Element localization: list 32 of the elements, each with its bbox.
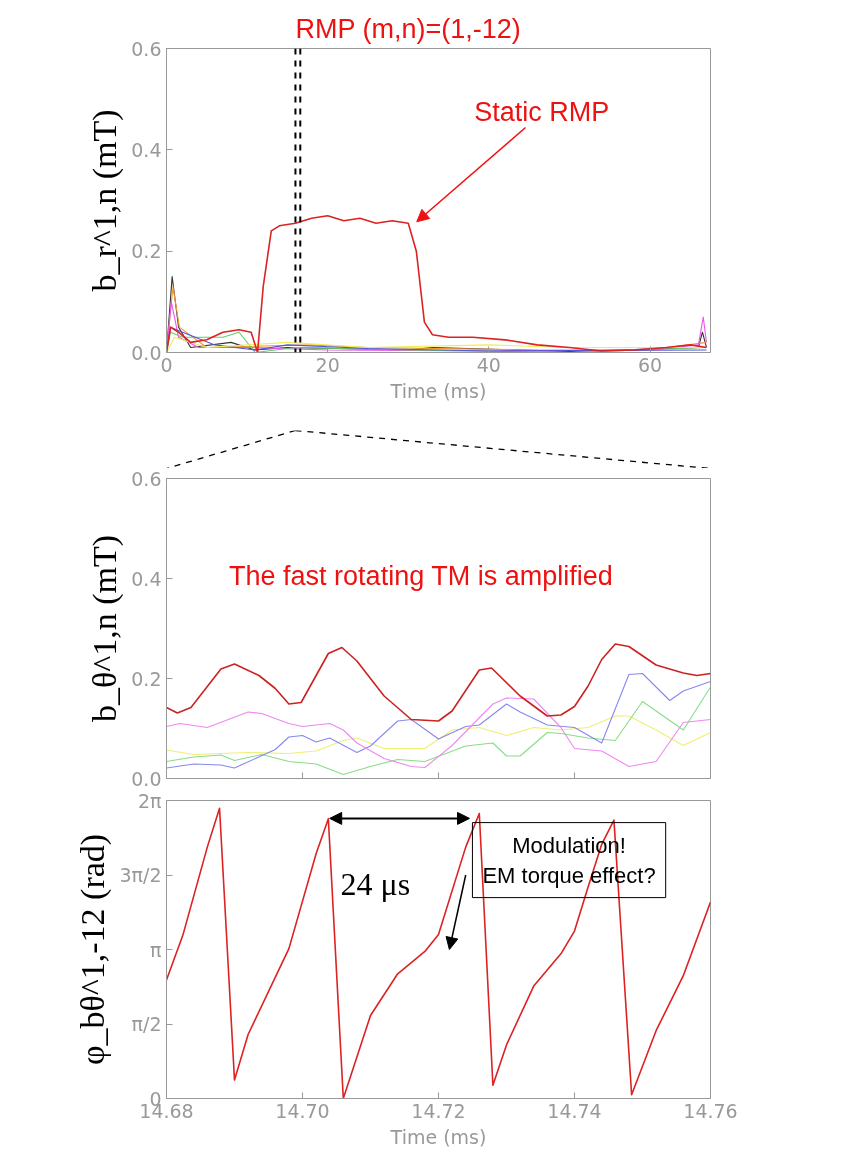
y-tick-label: 3π/2 xyxy=(119,864,162,886)
x-axis-title: Time (ms) xyxy=(389,379,487,402)
y-tick-label: 0.2 xyxy=(131,240,162,263)
line-series xyxy=(166,697,711,769)
annotation: Static RMP xyxy=(474,97,610,128)
y-tick-label: 0.4 xyxy=(131,138,162,161)
y-tick-label: 0.0 xyxy=(131,341,162,364)
x-tick-label: 14.72 xyxy=(411,1099,466,1122)
y-tick-label: 0.0 xyxy=(131,767,162,790)
y-tick-label: 0.6 xyxy=(131,467,162,490)
y-axis-title: b_r^1,n (mT) xyxy=(86,109,125,292)
x-tick-label: 14.70 xyxy=(275,1099,330,1122)
y-tick-label: 2π xyxy=(137,789,162,812)
line-series xyxy=(166,672,711,769)
ref-line-label: RMP (m,n)=(1,-12) xyxy=(295,13,521,44)
x-tick-label: 14.76 xyxy=(683,1099,738,1122)
y-tick-label: π xyxy=(150,938,162,961)
line-series xyxy=(166,715,711,756)
x-axis-title: Time (ms) xyxy=(389,1125,487,1148)
x-tick-label: 14.74 xyxy=(547,1099,602,1122)
x-tick-label: 20 xyxy=(315,353,340,376)
x-tick-label: 60 xyxy=(637,353,663,376)
line-series xyxy=(166,643,711,722)
annotation: 24 μs xyxy=(340,865,411,902)
y-tick-label: 0.6 xyxy=(131,37,162,60)
y-axis-title: b_θ^1,n (mT) xyxy=(86,534,125,723)
x-tick-label: 40 xyxy=(476,353,501,376)
y-tick-label: π/2 xyxy=(131,1013,162,1035)
annotation: The fast rotating TM is amplified xyxy=(229,561,613,591)
y-axis-title: φ_bθ^1,-12 (rad) xyxy=(74,833,113,1066)
y-tick-label: 0.4 xyxy=(131,567,162,590)
y-tick-label: 0.2 xyxy=(131,667,162,690)
